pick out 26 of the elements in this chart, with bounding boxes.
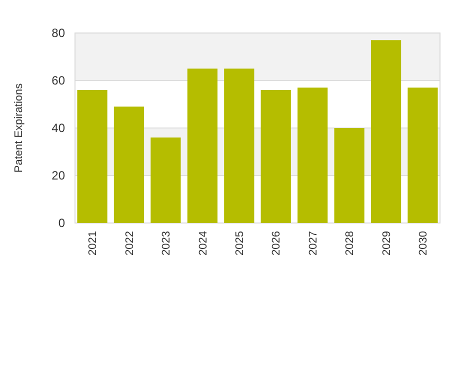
x-tick-label: 2030 [418, 231, 430, 256]
y-tick-label: 40 [52, 121, 66, 136]
x-tick-label: 2022 [124, 231, 136, 256]
bar [77, 90, 108, 223]
x-tick-label: 2027 [307, 231, 320, 256]
x-tick-label: 2024 [197, 231, 210, 256]
x-tick-label: 2025 [234, 231, 246, 256]
x-tick-label: 2023 [160, 231, 173, 256]
bar [408, 88, 438, 223]
bar [298, 88, 328, 223]
bar [114, 106, 144, 223]
x-tick-label: 2028 [344, 231, 356, 256]
x-tick-label: 2021 [87, 231, 100, 256]
x-tick-label: 2029 [380, 231, 393, 256]
y-tick-label: 80 [52, 26, 66, 40]
y-tick-label: 60 [52, 74, 66, 88]
bar [224, 68, 254, 223]
bar [334, 128, 364, 223]
bar [370, 40, 402, 223]
bar [187, 68, 218, 223]
y-tick-label: 0 [58, 216, 66, 230]
y-axis-title: Patent Expirations [13, 82, 25, 173]
bar [260, 90, 291, 223]
bar [150, 138, 181, 223]
x-tick-label: 2026 [270, 231, 283, 256]
y-tick-label: 20 [52, 168, 66, 183]
